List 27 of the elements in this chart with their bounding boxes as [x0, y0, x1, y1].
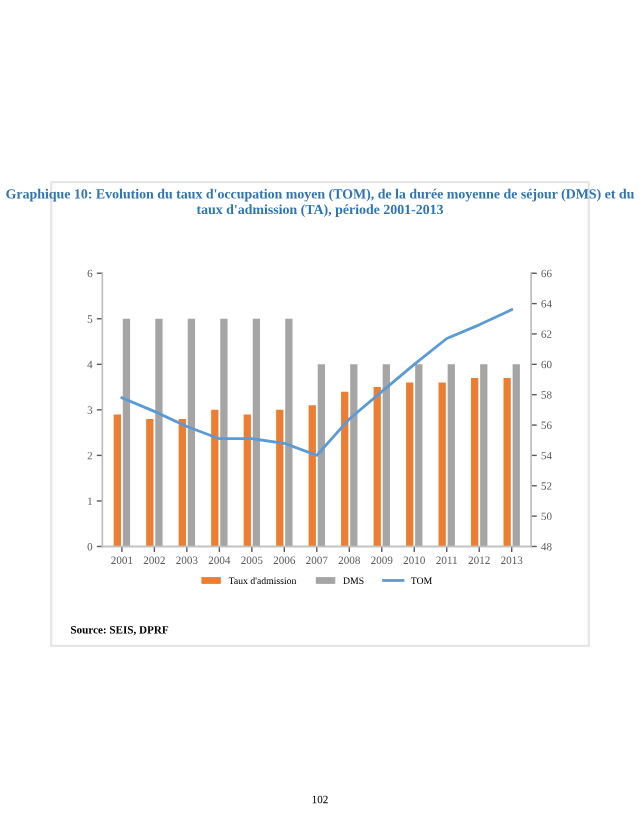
bar — [447, 364, 455, 547]
bar — [155, 318, 163, 547]
bar — [113, 414, 121, 547]
bar — [480, 364, 488, 547]
bar — [243, 414, 251, 547]
bar — [341, 391, 349, 547]
line-series — [120, 308, 514, 457]
bar — [382, 364, 390, 547]
bar — [503, 377, 511, 547]
bar — [471, 377, 479, 547]
bar — [276, 409, 284, 547]
bar — [308, 405, 316, 547]
bar — [415, 364, 423, 547]
bar — [187, 318, 196, 547]
bar — [252, 318, 261, 547]
bar — [373, 387, 381, 547]
bar — [285, 318, 293, 547]
bar — [438, 382, 446, 547]
bar — [350, 364, 358, 547]
bar — [122, 318, 131, 547]
bar — [220, 318, 228, 547]
bar — [146, 418, 154, 547]
bar — [211, 409, 219, 547]
bar — [317, 364, 325, 547]
bar — [512, 364, 520, 547]
bar — [178, 418, 186, 547]
bar — [406, 382, 414, 547]
